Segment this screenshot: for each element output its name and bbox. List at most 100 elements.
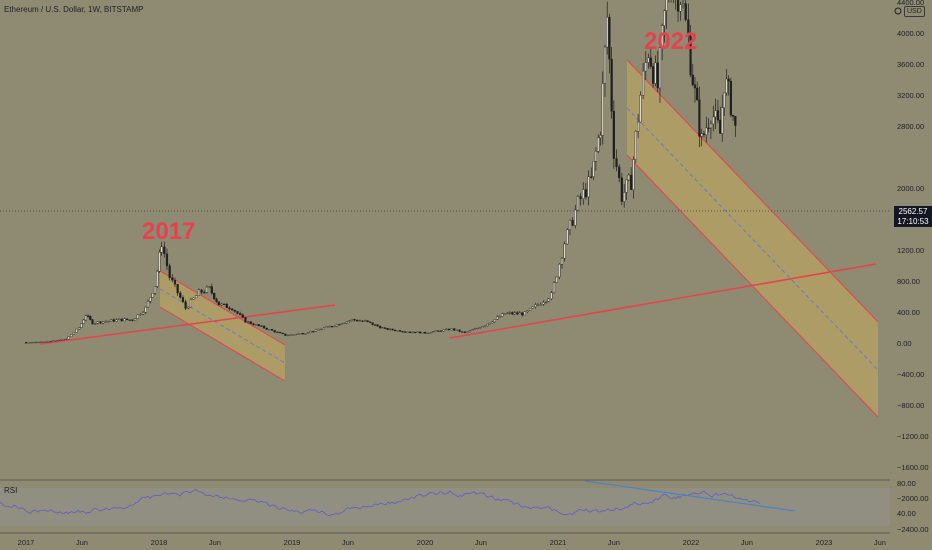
- price-tick-label: −800.00: [897, 401, 924, 410]
- candle-body: [75, 328, 78, 333]
- candle-body: [299, 333, 302, 335]
- candle-body: [91, 319, 94, 325]
- candle-body: [714, 110, 717, 118]
- candle-body: [335, 324, 338, 327]
- candle-body: [29, 342, 33, 344]
- candle-body: [364, 320, 367, 322]
- candle-body: [301, 333, 304, 335]
- current-price-tag: 2562.57 17:10:53: [894, 206, 932, 227]
- candle-body: [423, 331, 427, 334]
- candle-body: [627, 174, 630, 181]
- candle-body: [463, 331, 466, 333]
- price-tick-label: 4400.00: [897, 0, 924, 7]
- candle-body: [102, 321, 105, 324]
- candle-body: [506, 312, 509, 315]
- currency-badge[interactable]: USD: [904, 6, 925, 17]
- candle-body: [603, 46, 607, 84]
- rsi-band: [0, 488, 890, 526]
- candle-body: [86, 315, 90, 317]
- candle-body: [210, 286, 213, 294]
- candle-body: [473, 328, 476, 330]
- candle-body: [439, 330, 443, 332]
- candle-body: [716, 110, 720, 121]
- candle-body: [165, 253, 169, 267]
- candle-body: [289, 334, 292, 336]
- candle-body: [80, 323, 83, 328]
- candle-body: [247, 321, 250, 323]
- candle-body: [526, 310, 529, 313]
- candle-body: [325, 326, 328, 329]
- candle-body: [491, 321, 494, 324]
- candle-body: [426, 332, 429, 335]
- candle-body: [270, 329, 274, 331]
- rsi-line: [0, 488, 761, 517]
- candle-body: [523, 311, 526, 316]
- candle-body: [679, 4, 682, 12]
- price-candles: [24, 0, 737, 344]
- candle-body: [468, 330, 471, 333]
- candle-body: [615, 158, 618, 168]
- candle-body: [181, 297, 185, 302]
- candle-body: [249, 321, 252, 324]
- candle-body: [579, 196, 582, 199]
- candle-body: [687, 19, 690, 37]
- candle-body: [128, 319, 131, 321]
- time-tick-label: 2023: [816, 538, 833, 547]
- candle-body: [398, 330, 402, 332]
- candle-body: [163, 246, 166, 255]
- candle-body: [168, 265, 171, 278]
- candle-body: [322, 327, 326, 330]
- candle-body: [700, 133, 703, 137]
- candle-body: [606, 17, 609, 48]
- candle-body: [391, 328, 394, 331]
- candle-body: [223, 303, 226, 305]
- channel-2017-upper: [159, 270, 286, 346]
- candle-body: [78, 327, 81, 330]
- candle-body: [94, 323, 97, 325]
- candle-body: [466, 331, 469, 333]
- candle-body: [338, 324, 341, 326]
- candle-body: [260, 325, 263, 327]
- gear-icon[interactable]: [894, 7, 902, 15]
- candle-body: [244, 317, 247, 323]
- candle-body: [184, 301, 187, 309]
- candle-body: [37, 341, 40, 344]
- price-tick-label: −2000.00: [897, 494, 929, 503]
- candle-body: [356, 319, 359, 322]
- candle-body: [62, 339, 65, 341]
- candle-body: [584, 189, 588, 198]
- candle-body: [64, 338, 67, 341]
- candle-body: [536, 304, 540, 306]
- candle-body: [503, 313, 506, 315]
- candle-body: [501, 313, 504, 317]
- channel-2017-lower: [159, 306, 286, 382]
- candle-body: [96, 321, 99, 324]
- time-tick-label: 2020: [417, 538, 434, 547]
- candle-body: [729, 81, 732, 116]
- channel-2022-upper: [626, 59, 879, 323]
- candle-body: [431, 331, 435, 333]
- candle-body: [233, 309, 236, 312]
- candle-body: [231, 308, 234, 311]
- candle-body: [550, 292, 553, 300]
- candle-body: [516, 312, 519, 315]
- candle-body: [52, 340, 55, 342]
- candle-body: [107, 320, 110, 323]
- candle-body: [610, 58, 613, 112]
- candle-body: [158, 252, 161, 272]
- candle-body: [171, 277, 174, 281]
- candle-body: [702, 133, 706, 135]
- candle-body: [205, 286, 208, 293]
- candle-body: [684, 3, 687, 20]
- time-axis[interactable]: 2017 Jun 2018 Jun 2019 Jun 2020 Jun 2021 Jun 2022 J…: [18, 538, 886, 547]
- candle-body: [136, 314, 139, 319]
- candle-body: [707, 127, 710, 129]
- trendline-2022: [449, 263, 877, 339]
- candle-body: [654, 62, 657, 84]
- candle-body: [676, 0, 680, 12]
- price-axis[interactable]: 6000.005600.005200.004800.004400.004000.…: [897, 0, 929, 534]
- candle-body: [574, 209, 577, 226]
- price-tick-label: 3600.00: [897, 60, 924, 69]
- candle-body: [721, 107, 724, 134]
